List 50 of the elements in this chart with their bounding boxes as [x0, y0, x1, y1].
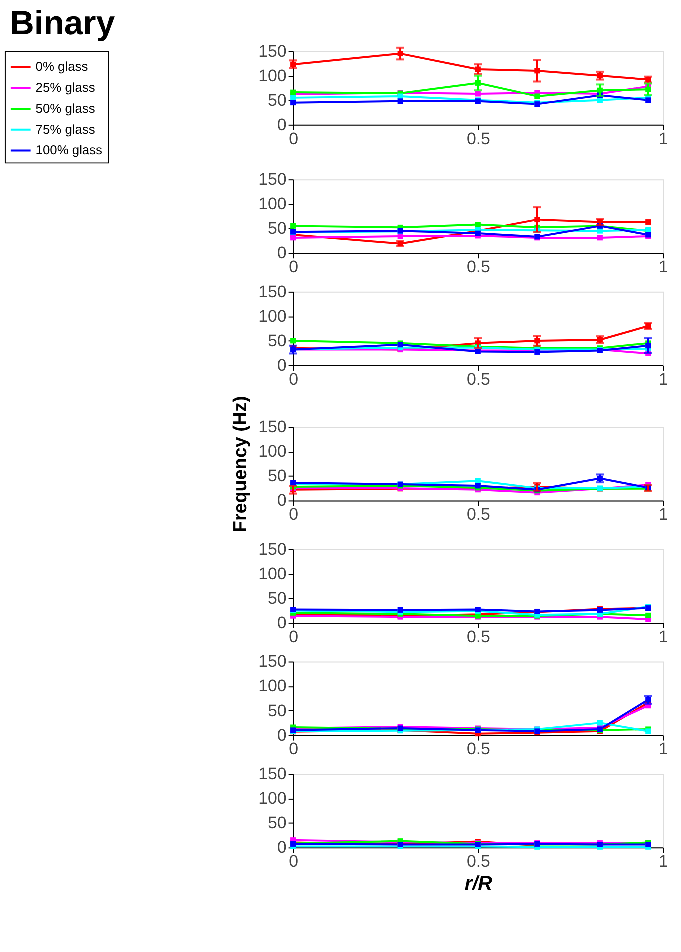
y-tick-label: 0	[277, 356, 287, 375]
x-tick-label: 0.5	[466, 740, 490, 759]
x-tick-label: 1	[658, 740, 668, 759]
legend-label: 75% glass	[36, 122, 96, 137]
chart-title: Binary	[10, 4, 116, 42]
y-tick-label: 100	[258, 676, 287, 696]
x-tick-label: 1	[658, 505, 668, 524]
y-tick-label: 100	[258, 194, 287, 214]
y-tick-label: 50	[268, 814, 287, 833]
x-tick-label: 0.5	[466, 627, 490, 646]
x-tick-label: 0.5	[466, 258, 490, 277]
y-tick-label: 0	[277, 613, 287, 632]
y-tick-label: 150	[258, 418, 287, 437]
y-tick-label: 50	[268, 588, 287, 608]
legend-label: 0% glass	[36, 59, 88, 74]
y-tick-label: 0	[277, 115, 287, 134]
y-tick-label: 0	[277, 491, 287, 510]
x-tick-label: 1	[658, 852, 668, 872]
y-tick-label: 50	[268, 331, 287, 350]
y-tick-label: 150	[258, 652, 287, 672]
y-tick-label: 150	[258, 282, 287, 302]
y-tick-label: 0	[277, 244, 287, 263]
y-tick-label: 100	[258, 66, 287, 86]
y-tick-label: 100	[258, 789, 287, 808]
x-tick-label: 0.5	[466, 129, 490, 148]
y-tick-label: 100	[258, 564, 287, 584]
legend-label: 50% glass	[36, 100, 96, 116]
y-tick-label: 100	[258, 442, 287, 462]
y-tick-label: 50	[268, 219, 287, 238]
y-axis-title: Frequency (Hz)	[230, 396, 252, 533]
x-tick-label: 1	[658, 370, 668, 389]
y-tick-label: 150	[258, 764, 287, 784]
x-tick-label: 0.5	[466, 370, 490, 389]
x-tick-label: 1	[658, 129, 668, 148]
legend-label: 25% glass	[36, 80, 96, 96]
x-tick-label: 0.5	[466, 852, 490, 872]
y-tick-label: 0	[277, 838, 287, 858]
x-tick-label: 1	[658, 627, 668, 646]
y-tick-label: 0	[277, 726, 287, 745]
y-tick-label: 50	[268, 466, 287, 486]
x-tick-label: 0.5	[466, 505, 490, 524]
y-tick-label: 150	[258, 170, 287, 190]
x-tick-label: 1	[658, 258, 668, 277]
legend-label: 100% glass	[36, 142, 103, 158]
x-axis-title: r/R	[464, 872, 494, 895]
y-tick-label: 100	[258, 306, 287, 326]
y-tick-label: 50	[268, 90, 287, 110]
y-tick-label: 150	[258, 540, 287, 559]
y-tick-label: 150	[258, 42, 287, 61]
y-tick-label: 50	[268, 701, 287, 720]
